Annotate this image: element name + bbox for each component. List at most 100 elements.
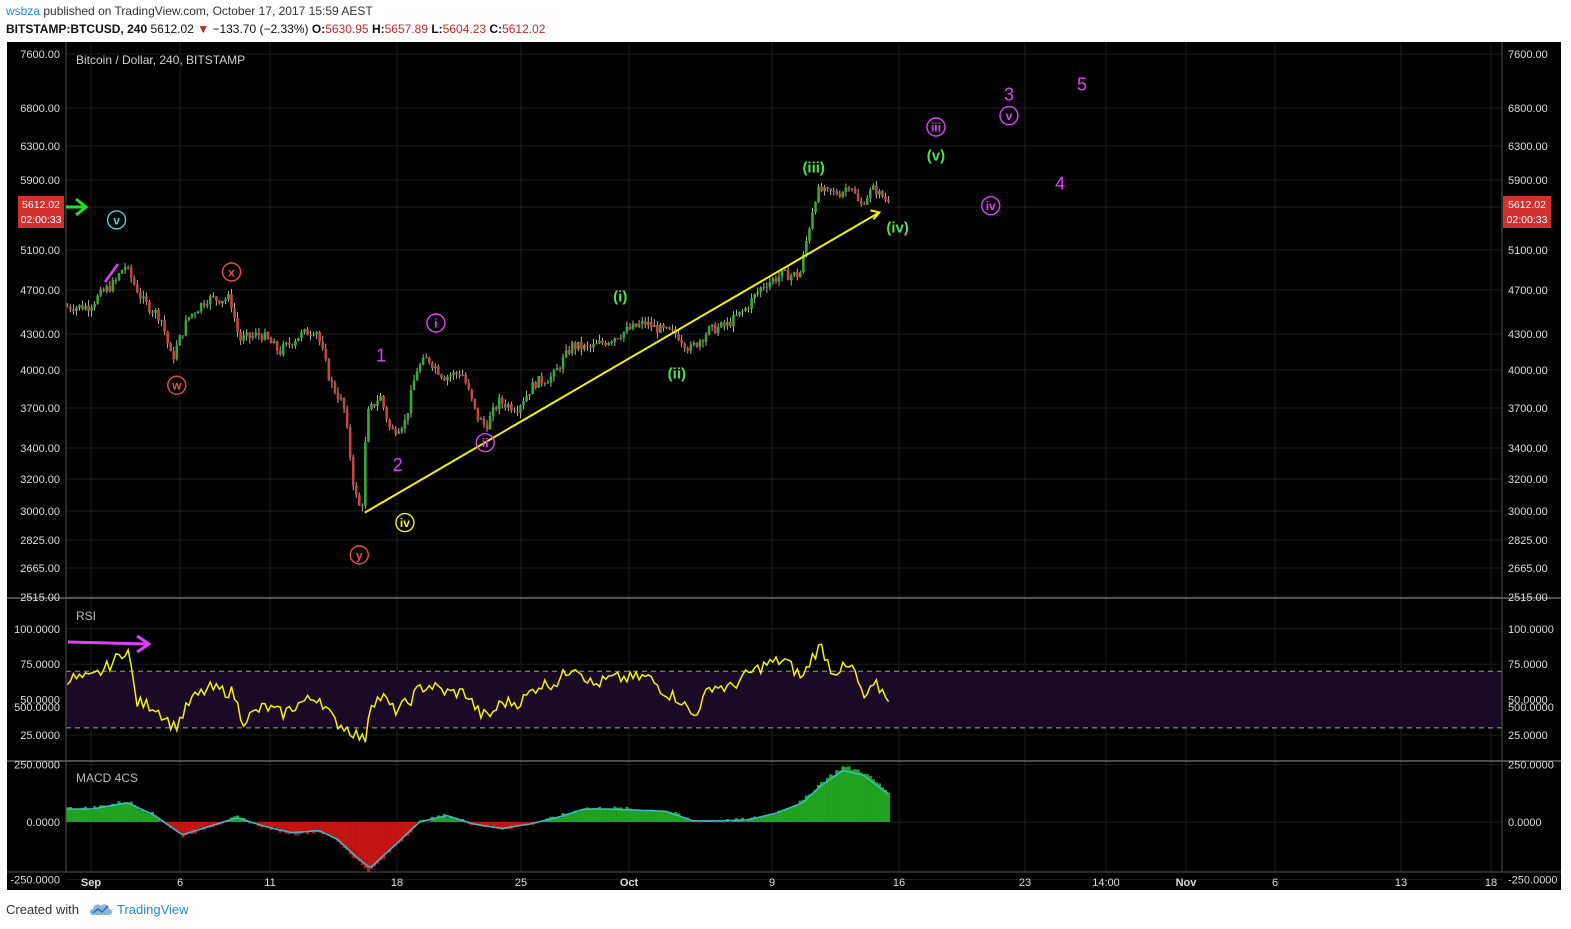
rsi-band-fill [66,671,1502,728]
macd-histogram-bar [324,822,328,833]
price-tick-right: 6300.00 [1508,141,1548,153]
macd-histogram-bar [150,811,155,822]
candle-body [394,429,398,434]
macd-histogram-bar [628,808,632,822]
candle-body [111,280,115,292]
price-tag-right-countdown: 02:00:33 [1507,214,1548,226]
wave-labels: v x w y 1 2 i iv ii (i) (ii) (iii) (iv) (v) iii iv v 3 4 5 [106,74,1087,565]
candle-body [275,341,279,351]
candle-body [199,303,203,312]
wave-label: y [356,548,363,562]
macd-histogram-bar [190,822,194,835]
candle-body [649,321,653,327]
rsi-axis[interactable]: 100.0000 100.0000 75.0000 75.0000 50.0000 50.… [14,624,1554,742]
macd-histogram-bar [768,815,772,822]
price-tick-right: 4700.00 [1508,285,1548,297]
candle-body [619,337,623,339]
macd-histogram-bar [713,821,717,823]
tradingview-link[interactable]: TradingView [117,902,189,917]
candle-body [859,201,863,205]
macd-histogram-bar [193,822,197,834]
macd-histogram-bar [597,806,602,822]
macd-histogram-bar [810,793,815,822]
candle-body [84,305,87,310]
macd-histogram-bar [451,818,456,822]
macd-histogram-bar [789,806,793,822]
candle-body [762,286,766,288]
macd-histogram-bar [372,822,377,867]
macd-histogram-bar [68,806,72,822]
wave-label-circle [167,375,187,395]
candle-body [698,340,702,347]
trendline[interactable] [364,209,882,514]
candle-body [659,324,662,333]
macd-histogram-bar [156,818,161,822]
wave-label: ii [482,436,489,450]
candle-body [218,300,221,304]
macd-histogram-bar [558,817,562,822]
candle-body [400,428,404,432]
macd-histogram-bar [862,773,866,822]
macd-histogram-bar [820,782,824,822]
candle-body [336,392,340,400]
candle-body [823,187,826,192]
macd-histogram-bar [339,822,343,845]
candle-body [379,396,382,401]
macd-histogram-bar [315,822,319,832]
candle-body [744,308,747,311]
rsi-tick-left: 100.0000 [14,624,60,636]
candle-body [434,366,437,369]
chart-header: wsbza published on TradingView.com, Octo… [0,0,1571,42]
macd-histogram-bar [756,818,760,822]
candle-body [120,270,124,274]
macd-axis[interactable]: 500.0000 500.0000 250.0000 250.0000 0.0000 0.… [10,702,1557,887]
macd-histogram-bar [366,822,370,872]
macd-histogram-bar [509,822,513,829]
candle-body [208,296,212,305]
change-down-icon: ▼ [197,22,210,36]
macd-histogram-bar [835,770,839,822]
candle-body [564,349,568,358]
candle-body [87,305,90,311]
candle-body [580,341,583,350]
candle-body [841,191,845,197]
macd-histogram-bar [786,808,790,822]
macd-histogram-bar [269,822,273,830]
macd-histogram-bar [114,804,118,822]
macd-histogram-bar [753,816,757,822]
candle-body [172,351,176,360]
time-tick-label: 11 [264,877,275,889]
macd-histogram-bar [680,816,684,822]
candle-body [318,332,322,342]
author-link[interactable]: wsbza [6,4,41,18]
macd-histogram-bar [594,807,599,822]
macd-histogram-bar [208,822,212,828]
macd-histogram-bar [886,792,891,822]
pane-dividers[interactable] [7,42,1561,873]
macd-histogram-bar [445,817,450,822]
macd-histogram-bar [93,806,97,822]
macd-histogram-bar [661,811,666,822]
candle-body [534,382,537,388]
magenta-mark [103,263,120,283]
price-tick-right: 3000.00 [1508,506,1548,518]
macd-histogram-bar [138,809,142,822]
candle-body [254,332,258,336]
macd-histogram-bar [439,816,443,822]
candle-body [263,332,267,340]
candle-body [291,344,294,346]
candle-body [677,333,680,341]
time-axis[interactable]: Sep 6 11 18 25 Oct 9 16 23 14:00 Nov 6 13 18 [81,877,1497,889]
trendline-segment[interactable] [364,211,880,514]
candle-body [488,416,492,430]
candle-body [126,267,130,269]
macd-histogram-bar [588,808,593,822]
candle-body [695,342,699,347]
wave-label: 3 [1004,85,1014,105]
candle-body [108,286,112,292]
macd-histogram-bar [327,822,331,836]
chart-area[interactable]: vxwy12iivii(i)(ii)(iii)(iv)(v)iiiivv345 … [0,42,1571,893]
candle-body [370,403,373,409]
macd-histogram-bar [102,805,106,822]
candle-body [531,382,534,395]
